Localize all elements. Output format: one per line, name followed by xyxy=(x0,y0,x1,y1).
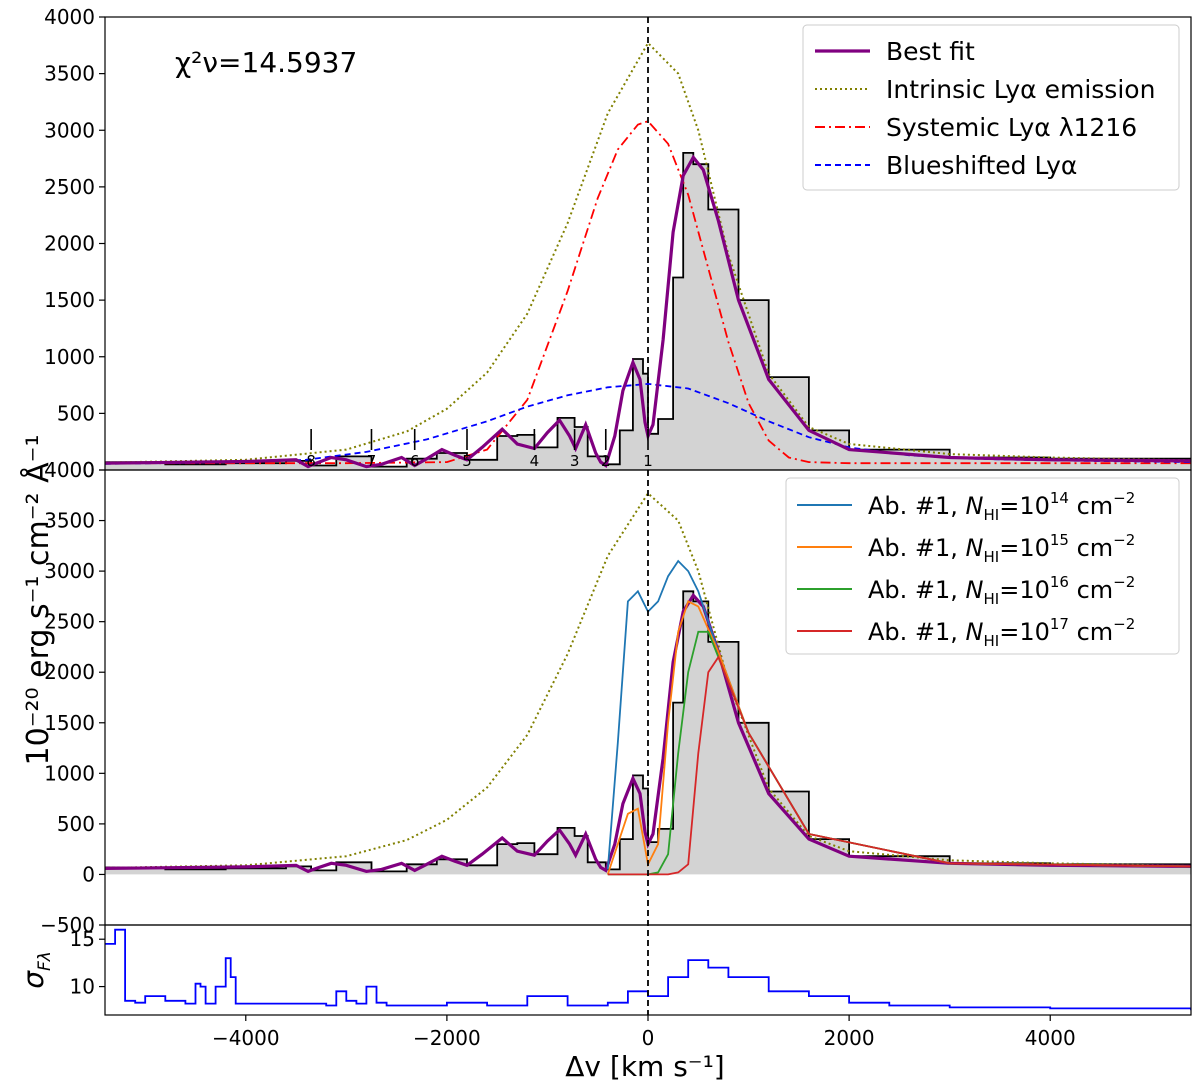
absorber-label-5: 5 xyxy=(462,452,472,470)
legend-middle-label-1: Ab. #1, NHI=1015 cm−2 xyxy=(868,531,1135,566)
absorber-label-8: 8 xyxy=(306,452,316,470)
legend-top-label-3: Blueshifted Lyα xyxy=(886,151,1077,180)
top-panel-plot xyxy=(105,41,1191,470)
xtick-label-1: −2000 xyxy=(413,1026,481,1050)
ytick-label-1-7: 3000 xyxy=(44,559,95,583)
series-intrinsic-ly-emission xyxy=(105,41,1191,464)
series-systemic-ly-1216 xyxy=(105,120,1191,465)
y-axis-label: 10⁻²⁰ erg s⁻¹ cm⁻² Å⁻¹ xyxy=(20,435,56,766)
ytick-label-1-4: 1500 xyxy=(44,711,95,735)
ytick-label-1-1: 0 xyxy=(82,862,95,886)
bottom-panel-plot xyxy=(105,928,1191,1011)
legend-top-label-0: Best fit xyxy=(886,37,975,66)
xtick-label-3: 2000 xyxy=(824,1026,875,1050)
ytick-label-1-0: −500 xyxy=(40,913,95,937)
ytick-label-0-2: 1000 xyxy=(44,345,95,369)
series-nhi-17 xyxy=(607,655,1191,876)
ytick-label-1-5: 2000 xyxy=(44,660,95,684)
series-best-fit xyxy=(105,154,1191,469)
absorber-label-1: 1 xyxy=(643,452,653,470)
legend-top-label-1: Intrinsic Lyα emission xyxy=(886,75,1155,104)
ytick-label-1-3: 1000 xyxy=(44,761,95,785)
legend-middle-frame xyxy=(785,477,1180,655)
legend-top-label-2: Systemic Lyα λ1216 xyxy=(886,113,1137,142)
ytick-label-1-6: 2500 xyxy=(44,610,95,634)
legend-middle-label-2: Ab. #1, NHI=1016 cm−2 xyxy=(868,573,1135,608)
ytick-label-0-0: 0 xyxy=(82,458,95,482)
ytick-label-2-1: 15 xyxy=(70,927,95,951)
x-axis-label: Δv [km s⁻¹] xyxy=(565,1050,724,1083)
ytick-label-1-9: 4000 xyxy=(44,458,95,482)
ytick-label-0-3: 1500 xyxy=(44,288,95,312)
chi-square-annotation: χ²ν=14.5937 xyxy=(175,46,357,79)
xtick-label-4: 4000 xyxy=(1025,1026,1076,1050)
middle-panel-plot xyxy=(105,491,1191,876)
ytick-label-0-8: 4000 xyxy=(44,5,95,29)
ytick-label-0-7: 3500 xyxy=(44,62,95,86)
legend-middle-label-0: Ab. #1, NHI=1014 cm−2 xyxy=(868,489,1135,524)
ytick-label-2-0: 10 xyxy=(70,975,95,999)
absorber-label-6: 6 xyxy=(410,452,420,470)
xtick-label-2: 0 xyxy=(642,1026,655,1050)
sigma-axis-label: σFλ xyxy=(17,951,55,989)
absorber-label-7: 7 xyxy=(367,452,377,470)
ytick-label-1-2: 500 xyxy=(57,812,95,836)
legend-top: Best fit Intrinsic Lyα emission Systemic L… xyxy=(802,24,1180,191)
ytick-label-0-6: 3000 xyxy=(44,118,95,142)
ytick-label-0-5: 2500 xyxy=(44,175,95,199)
absorber-label-4: 4 xyxy=(530,452,540,470)
legend-middle-label-3: Ab. #1, NHI=1017 cm−2 xyxy=(868,615,1135,650)
xtick-label-0: −4000 xyxy=(212,1026,280,1050)
ytick-label-0-1: 500 xyxy=(57,401,95,425)
absorber-label-3: 3 xyxy=(570,452,580,470)
ytick-label-0-4: 2000 xyxy=(44,232,95,256)
absorber-label-2: 2 xyxy=(601,452,611,470)
legend-top-frame xyxy=(802,24,1180,191)
ytick-label-1-8: 3500 xyxy=(44,509,95,533)
legend-middle: Ab. #1, NHI=1014 cm−2 Ab. #1, NHI=1015 cm… xyxy=(785,477,1180,655)
sigma-series xyxy=(105,928,1191,1011)
series-intrinsic-2 xyxy=(105,491,1191,869)
